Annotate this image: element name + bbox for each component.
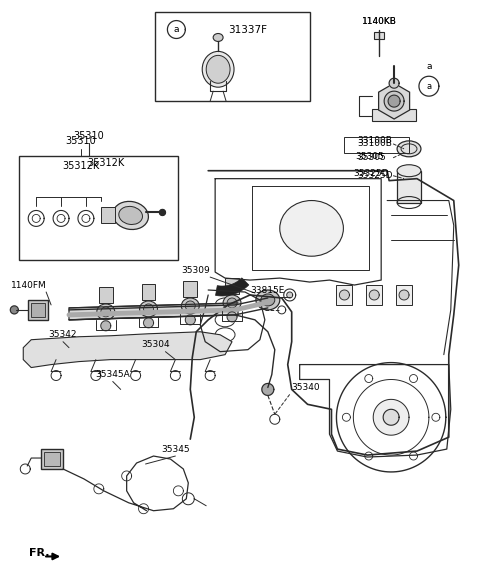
Text: 33815E: 33815E [251,286,285,294]
Polygon shape [287,292,293,298]
Polygon shape [23,332,232,367]
Ellipse shape [256,290,280,310]
Text: 33100B: 33100B [357,140,392,148]
Bar [31,303,45,317]
Bar [374,32,384,40]
Text: 33100B: 33100B [357,137,392,145]
Polygon shape [372,109,416,121]
Text: 35309: 35309 [181,266,210,274]
Bar [101,207,115,224]
Ellipse shape [397,165,421,177]
Text: 35310: 35310 [73,131,104,141]
Text: 35325D: 35325D [357,171,393,180]
Text: 35305: 35305 [357,153,386,162]
Polygon shape [336,363,446,472]
Text: 1140FM: 1140FM [12,280,47,290]
Polygon shape [11,306,18,314]
Ellipse shape [261,294,275,306]
Text: a: a [174,25,179,34]
Polygon shape [262,384,274,395]
Text: 35345A: 35345A [96,370,130,379]
Ellipse shape [280,200,343,256]
Ellipse shape [140,301,157,317]
Polygon shape [101,321,111,331]
Text: 35312K: 35312K [87,158,124,168]
Text: 35340: 35340 [292,383,320,392]
Text: 1140KB: 1140KB [362,17,396,26]
Text: 35342: 35342 [49,330,77,339]
Ellipse shape [223,295,241,311]
Polygon shape [159,210,166,215]
Text: a: a [426,62,432,71]
Polygon shape [399,290,409,300]
Bar [366,285,382,305]
Bar [396,285,412,305]
Ellipse shape [213,33,223,41]
Ellipse shape [97,304,115,320]
Polygon shape [389,78,399,88]
Bar [28,300,48,320]
Text: 35345: 35345 [161,444,190,454]
Text: FR.: FR. [29,548,50,558]
Polygon shape [144,318,154,328]
Ellipse shape [185,301,195,311]
Text: 35312K: 35312K [62,161,99,171]
Polygon shape [369,290,379,300]
Polygon shape [227,312,237,322]
Text: 35304: 35304 [141,340,170,349]
Polygon shape [383,409,399,425]
Ellipse shape [144,304,154,314]
Text: 31337F: 31337F [228,25,267,34]
Bar [142,284,156,300]
Bar [397,171,421,203]
Bar [44,452,60,466]
Text: a: a [426,82,432,91]
Polygon shape [69,303,238,320]
Polygon shape [185,315,195,325]
Bar [344,137,409,153]
Ellipse shape [113,201,148,230]
Bar [156,12,310,101]
Bar [99,287,113,303]
Bar [336,285,352,305]
Ellipse shape [119,206,143,224]
Polygon shape [384,91,404,111]
Polygon shape [373,399,409,435]
Text: 35305: 35305 [355,152,384,161]
Bar [41,449,63,469]
Polygon shape [388,95,400,107]
Text: 35325D: 35325D [353,169,389,178]
Ellipse shape [181,298,199,314]
Text: 35310: 35310 [66,136,96,146]
Bar [183,281,197,297]
Ellipse shape [206,55,230,83]
Text: 1140KB: 1140KB [362,17,396,26]
Ellipse shape [227,298,237,308]
Ellipse shape [202,51,234,87]
Ellipse shape [397,141,421,157]
Ellipse shape [101,307,111,317]
Polygon shape [339,290,349,300]
Polygon shape [216,278,249,296]
Polygon shape [379,83,409,119]
Bar [19,156,179,260]
Bar [225,278,239,294]
